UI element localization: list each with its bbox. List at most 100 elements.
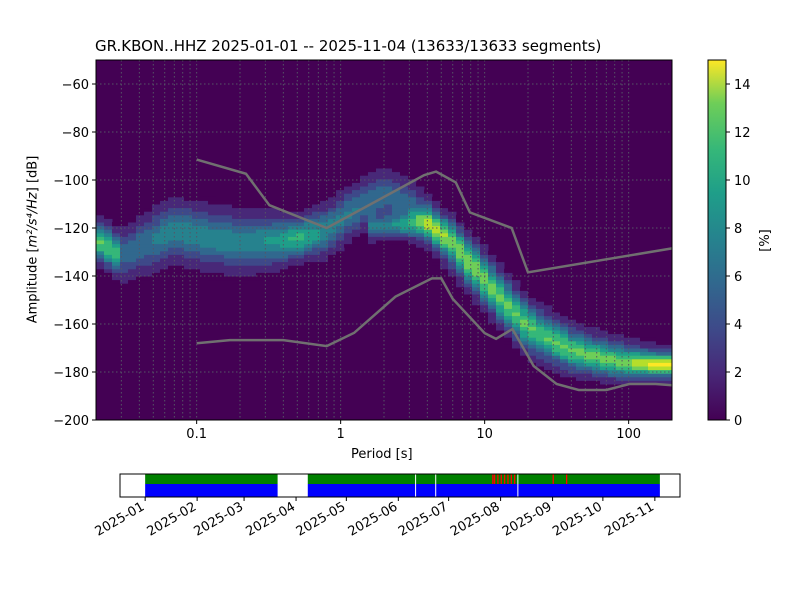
density-cell <box>168 200 177 205</box>
density-cell <box>520 344 529 349</box>
density-cell <box>520 290 529 295</box>
density-cell <box>544 340 553 345</box>
density-cell <box>96 265 105 270</box>
density-cell <box>480 272 489 277</box>
density-cell <box>168 211 177 216</box>
density-cell <box>552 337 561 342</box>
density-cell <box>240 222 249 227</box>
density-cell <box>512 344 521 349</box>
density-cell <box>264 276 273 281</box>
density-cell <box>224 240 233 245</box>
density-cell <box>648 358 657 363</box>
density-cell <box>568 376 577 381</box>
density-cell <box>200 200 209 205</box>
density-cell <box>288 247 297 252</box>
density-cell <box>152 236 161 241</box>
density-cell <box>392 204 401 209</box>
density-cell <box>296 218 305 223</box>
density-cell <box>536 322 545 327</box>
density-cell <box>280 236 289 241</box>
density-cell <box>400 186 409 191</box>
density-cell <box>288 261 297 266</box>
density-cell <box>496 319 505 324</box>
density-cell <box>472 290 481 295</box>
density-cell <box>152 261 161 266</box>
density-cell <box>296 254 305 259</box>
density-cell <box>192 204 201 209</box>
density-cell <box>120 236 129 241</box>
density-cell <box>144 222 153 227</box>
density-cell <box>320 240 329 245</box>
density-cell <box>96 211 105 216</box>
density-cell <box>336 207 345 212</box>
density-cell <box>440 265 449 270</box>
density-cell <box>392 168 401 173</box>
density-cell <box>96 250 105 255</box>
density-cell <box>296 265 305 270</box>
density-cell <box>504 337 513 342</box>
density-cell <box>600 380 609 385</box>
density-cell <box>336 229 345 234</box>
density-cell <box>208 254 217 259</box>
density-cell <box>240 236 249 241</box>
density-cell <box>528 290 537 295</box>
density-cell <box>640 340 649 345</box>
density-cell <box>480 312 489 317</box>
data-gap-marker <box>517 474 519 497</box>
density-cell <box>608 337 617 342</box>
density-cell <box>184 254 193 259</box>
density-cell <box>112 272 121 277</box>
colorbar-tick-label: 0 <box>734 414 742 429</box>
density-cell <box>608 384 617 389</box>
density-cell <box>560 355 569 360</box>
density-cell <box>632 358 641 363</box>
density-cell <box>608 358 617 363</box>
density-cell <box>656 348 665 353</box>
density-cell <box>512 304 521 309</box>
density-cell <box>168 261 177 266</box>
density-cell <box>648 337 657 342</box>
density-cell <box>632 351 641 356</box>
density-cell <box>488 315 497 320</box>
density-cell <box>264 243 273 248</box>
density-cell <box>376 182 385 187</box>
timeline-tick-label: 2025-04 <box>243 499 298 539</box>
density-cell <box>384 214 393 219</box>
density-cell <box>272 232 281 237</box>
density-cell <box>128 229 137 234</box>
density-cell <box>448 240 457 245</box>
density-cell <box>376 189 385 194</box>
density-cell <box>208 211 217 216</box>
density-cell <box>360 193 369 198</box>
density-cell <box>600 340 609 345</box>
density-cell <box>624 337 633 342</box>
density-cell <box>112 279 121 284</box>
density-cell <box>392 171 401 176</box>
density-cell <box>328 250 337 255</box>
density-cell <box>464 265 473 270</box>
density-cell <box>528 294 537 299</box>
density-cell <box>400 218 409 223</box>
density-cell <box>560 312 569 317</box>
density-cell <box>344 236 353 241</box>
density-cell <box>520 355 529 360</box>
density-cell <box>328 218 337 223</box>
density-cell <box>264 229 273 234</box>
density-cell <box>440 232 449 237</box>
density-cell <box>184 193 193 198</box>
density-cell <box>576 340 585 345</box>
density-cell <box>608 355 617 360</box>
density-cell <box>208 261 217 266</box>
density-cell <box>552 355 561 360</box>
density-cell <box>632 376 641 381</box>
density-cell <box>504 340 513 345</box>
density-cell <box>152 243 161 248</box>
density-cell <box>376 207 385 212</box>
density-cell <box>640 348 649 353</box>
x-axis-label: Period [s] <box>351 447 413 462</box>
density-cell <box>104 254 113 259</box>
density-cell <box>144 211 153 216</box>
density-cell <box>536 358 545 363</box>
density-cell <box>384 218 393 223</box>
density-cell <box>504 297 513 302</box>
